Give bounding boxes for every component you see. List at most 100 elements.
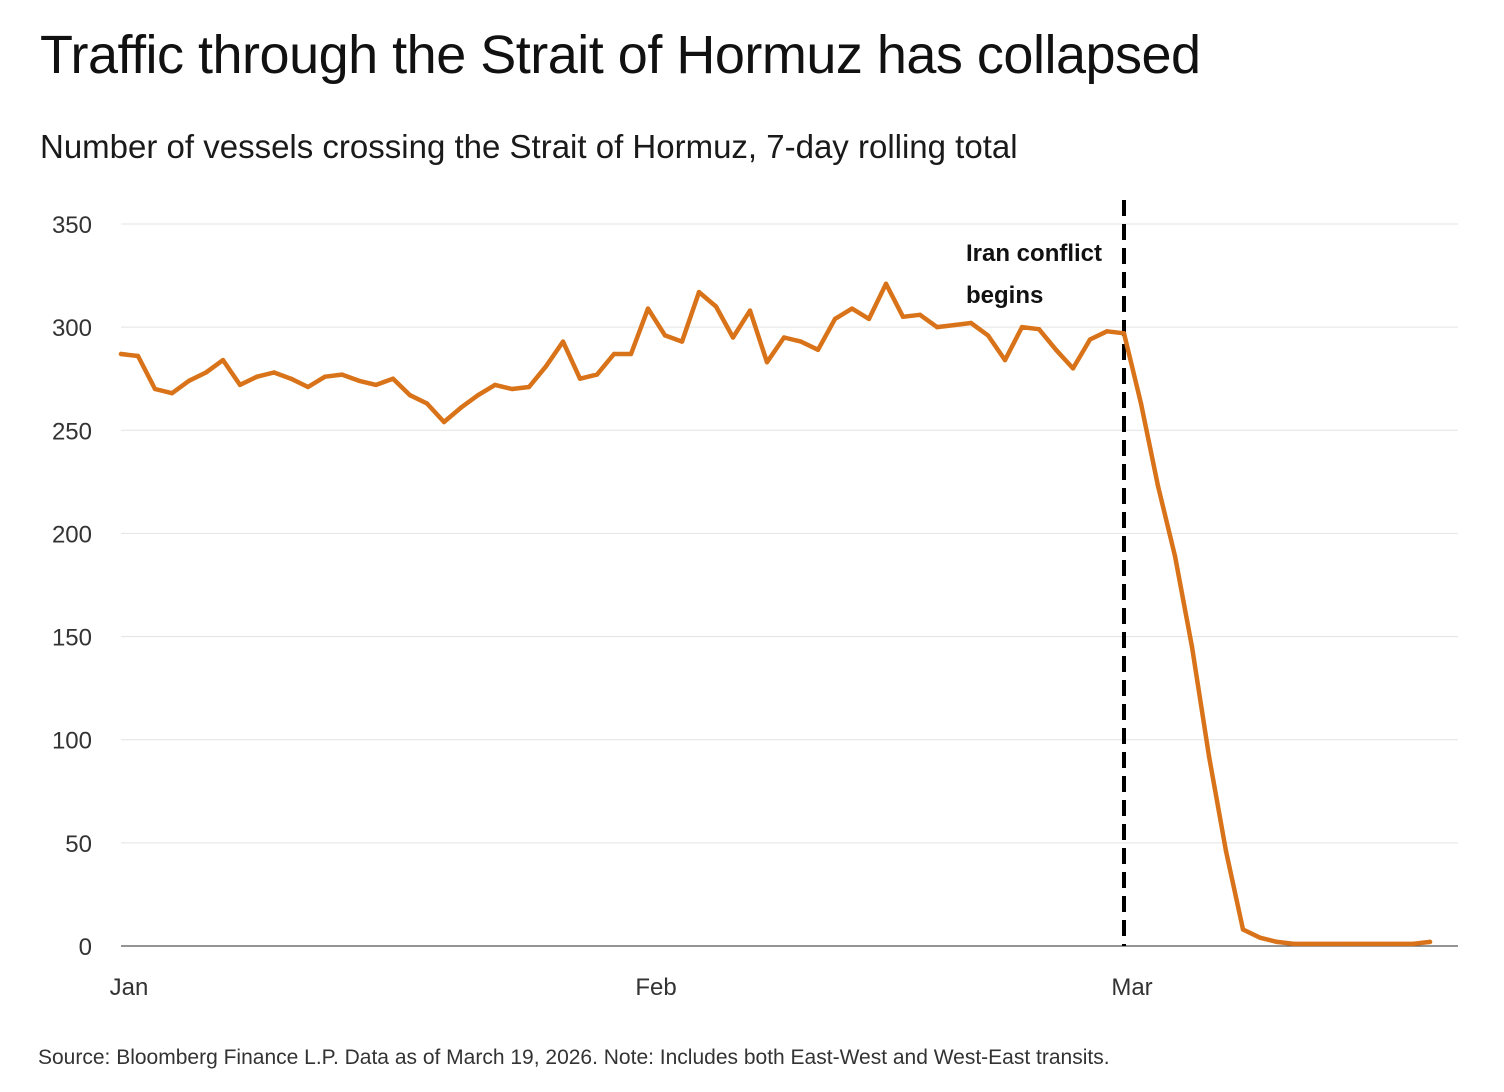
data-point bbox=[934, 324, 940, 330]
data-point bbox=[696, 289, 702, 295]
data-point bbox=[645, 306, 651, 311]
data-point bbox=[1427, 939, 1433, 945]
data-point bbox=[135, 353, 141, 359]
data-point bbox=[560, 339, 566, 344]
y-tick-label: 50 bbox=[65, 831, 92, 858]
data-point bbox=[1104, 329, 1110, 334]
data-point bbox=[118, 351, 124, 357]
data-point bbox=[424, 401, 430, 406]
data-point bbox=[1393, 941, 1399, 947]
data-point bbox=[679, 339, 685, 344]
y-axis-ticks: 0 50 100 150 200 250 300 350 bbox=[52, 212, 92, 961]
data-point bbox=[985, 333, 991, 338]
data-point bbox=[781, 335, 787, 340]
data-point bbox=[543, 364, 549, 369]
data-point bbox=[458, 405, 464, 410]
data-point bbox=[186, 378, 192, 383]
data-point bbox=[407, 393, 413, 398]
y-tick-label: 300 bbox=[52, 315, 92, 342]
x-tick-label: Feb bbox=[635, 974, 676, 1001]
data-point bbox=[1155, 483, 1161, 489]
data-point bbox=[492, 382, 498, 388]
data-point bbox=[441, 419, 447, 425]
data-point bbox=[1070, 366, 1076, 371]
data-point bbox=[356, 378, 362, 383]
data-point bbox=[339, 372, 345, 377]
data-point bbox=[1359, 941, 1365, 947]
y-tick-label: 0 bbox=[79, 934, 92, 961]
y-tick-label: 350 bbox=[52, 212, 92, 239]
data-point bbox=[1053, 347, 1059, 352]
y-tick-label: 100 bbox=[52, 728, 92, 755]
data-point bbox=[1342, 941, 1348, 947]
data-point bbox=[1223, 848, 1229, 854]
data-point bbox=[1376, 941, 1382, 947]
data-point bbox=[1036, 327, 1042, 332]
data-point bbox=[1325, 941, 1331, 947]
data-point bbox=[594, 372, 600, 377]
data-point bbox=[611, 351, 617, 357]
data-point bbox=[322, 374, 328, 379]
data-point bbox=[577, 376, 583, 381]
data-point bbox=[730, 335, 736, 340]
annotation: Iran conflict begins bbox=[966, 200, 1126, 946]
data-point bbox=[509, 386, 515, 392]
data-point bbox=[288, 376, 294, 381]
data-point bbox=[883, 281, 889, 286]
data-point bbox=[1206, 754, 1212, 759]
data-point bbox=[900, 314, 906, 319]
data-point bbox=[390, 376, 396, 381]
data-point bbox=[968, 320, 974, 326]
data-point bbox=[1240, 927, 1246, 932]
data-point bbox=[254, 374, 260, 379]
chart-title: Traffic through the Strait of Hormuz has… bbox=[40, 25, 1201, 85]
data-point bbox=[1172, 553, 1178, 559]
series-line bbox=[118, 281, 1433, 947]
data-point bbox=[169, 391, 175, 396]
data-point bbox=[271, 370, 277, 375]
data-point bbox=[832, 316, 838, 322]
data-point bbox=[713, 304, 719, 309]
data-point bbox=[1087, 337, 1093, 342]
y-tick-label: 150 bbox=[52, 625, 92, 652]
data-point bbox=[917, 312, 923, 317]
data-point bbox=[1138, 401, 1144, 406]
data-point bbox=[798, 339, 804, 344]
data-point bbox=[220, 357, 226, 363]
data-point bbox=[1002, 357, 1008, 363]
chart-subtitle: Number of vessels crossing the Strait of… bbox=[40, 128, 1018, 165]
data-point bbox=[237, 382, 243, 388]
data-point bbox=[203, 370, 209, 375]
source-note: Source: Bloomberg Finance L.P. Data as o… bbox=[38, 1046, 1110, 1069]
data-point bbox=[305, 384, 311, 390]
annotation-label: Iran conflict bbox=[966, 240, 1102, 267]
line-chart: 0 50 100 150 200 250 300 350 Jan Feb Mar Iran con… bbox=[52, 200, 1458, 1001]
data-point bbox=[1291, 941, 1297, 947]
data-point bbox=[747, 308, 753, 313]
data-point bbox=[1121, 331, 1127, 336]
y-tick-label: 250 bbox=[52, 418, 92, 445]
data-point bbox=[662, 333, 668, 338]
data-point bbox=[1410, 941, 1416, 947]
data-point bbox=[815, 347, 821, 352]
data-point bbox=[475, 393, 481, 398]
data-point bbox=[628, 351, 634, 357]
data-point bbox=[373, 382, 379, 388]
data-point bbox=[152, 386, 158, 392]
data-point bbox=[951, 322, 957, 328]
gridlines bbox=[121, 223, 1458, 844]
data-point bbox=[764, 360, 770, 365]
data-point bbox=[1019, 324, 1025, 330]
series-points bbox=[118, 281, 1433, 947]
x-tick-label: Mar bbox=[1111, 974, 1152, 1001]
data-point bbox=[1274, 939, 1280, 945]
x-axis-ticks: Jan Feb Mar bbox=[110, 974, 1153, 1001]
data-point bbox=[849, 306, 855, 311]
data-point bbox=[866, 316, 872, 322]
x-tick-label: Jan bbox=[110, 974, 149, 1001]
data-point bbox=[1189, 644, 1195, 650]
y-tick-label: 200 bbox=[52, 521, 92, 548]
data-point bbox=[1257, 935, 1263, 940]
data-point bbox=[526, 384, 532, 390]
annotation-label: begins bbox=[966, 282, 1043, 309]
